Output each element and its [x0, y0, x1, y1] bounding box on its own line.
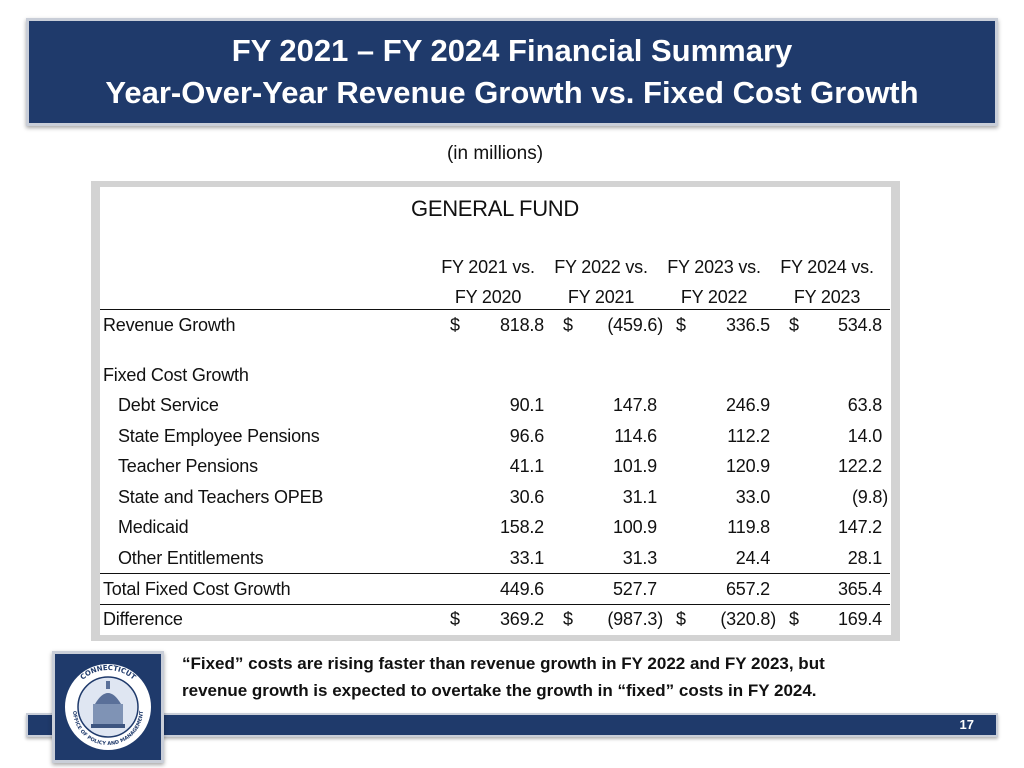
fixed-cost-item-row: Teacher Pensions 41.1 101.9 120.9 122.2 [100, 452, 890, 483]
row-label: Difference [103, 609, 183, 629]
currency-symbol: $ [789, 315, 799, 335]
fixed-cost-heading: Fixed Cost Growth [103, 365, 249, 385]
value-cell: 100.9 [612, 517, 657, 538]
financial-table: GENERAL FUND FY 2021 vs. FY 2020 FY 2022 v… [100, 187, 891, 635]
row-label: Total Fixed Cost Growth [103, 579, 291, 599]
value-cell: 114.6 [614, 425, 657, 446]
column-header-line1: FY 2023 vs. [667, 257, 761, 277]
value-cell: 31.1 [622, 486, 657, 507]
title-banner: FY 2021 – FY 2024 Financial Summary Year… [26, 18, 998, 126]
value-cell: 33.1 [509, 548, 544, 568]
row-label: State and Teachers OPEB [118, 486, 324, 507]
value-cell: 122.2 [837, 456, 882, 477]
page-number: 17 [959, 717, 974, 732]
value-cell: 90.1 [509, 395, 544, 415]
fixed-cost-item-row: State Employee Pensions 96.6 114.6 112.2 14.… [100, 422, 890, 453]
value-cell: 818.8 [499, 315, 544, 335]
value-cell: 147.8 [612, 395, 657, 415]
value-cell: 96.6 [509, 425, 544, 446]
revenue-growth-row: Revenue Growth 818.8 $ (459.6) $336.5 $534.8 $ [100, 311, 890, 342]
value-cell: 169.4 [837, 609, 882, 629]
value-cell: 119.8 [727, 517, 770, 538]
total-fixed-cost-row: Total Fixed Cost Growth 449.6 527.7 657.2 36… [100, 575, 890, 606]
footer-note-line1: “Fixed” costs are rising faster than rev… [182, 654, 825, 673]
currency-symbol: $ [450, 609, 460, 629]
value-cell: 30.6 [509, 486, 544, 507]
value-cell: (459.6) [607, 315, 663, 335]
currency-symbol: $ [450, 315, 460, 335]
currency-symbol: $ [789, 609, 799, 629]
difference-rule [100, 604, 890, 605]
value-cell: 24.4 [735, 548, 770, 568]
value-cell: 657.2 [725, 579, 770, 599]
column-header-line1: FY 2024 vs. [780, 257, 874, 277]
row-label: Other Entitlements [118, 548, 264, 568]
column-header-line1: FY 2021 vs. [441, 257, 535, 277]
value-cell: 158.2 [499, 517, 544, 538]
value-cell: 14.0 [847, 425, 882, 446]
value-cell: 449.6 [499, 579, 544, 599]
row-label: Medicaid [118, 517, 189, 538]
page-title: FY 2021 – FY 2024 Financial Summary [231, 33, 793, 68]
ct-opm-seal-icon: CONNECTICUT OFFICE OF POLICY AND MANAGEM… [63, 662, 153, 752]
value-cell: 369.2 [499, 609, 544, 629]
currency-symbol: $ [676, 609, 686, 629]
total-rule [100, 573, 890, 574]
value-cell: 365.4 [837, 579, 882, 599]
value-cell: 336.5 [725, 315, 770, 335]
row-label: Teacher Pensions [118, 456, 258, 477]
footer-note-line2: revenue growth is expected to overtake t… [182, 681, 817, 700]
value-cell: 112.2 [727, 425, 770, 446]
value-cell: 63.8 [847, 395, 882, 415]
seal-box: CONNECTICUT OFFICE OF POLICY AND MANAGEM… [52, 651, 164, 763]
table-frame: GENERAL FUND FY 2021 vs. FY 2020 FY 2022 v… [91, 181, 900, 641]
difference-row: Difference 369.2 $ (987.3) $ (320.8) $169.4 $ [100, 605, 890, 636]
fixed-cost-heading-row: Fixed Cost Growth [100, 361, 890, 392]
value-cell: 101.9 [612, 456, 657, 477]
fund-title: GENERAL FUND [411, 196, 579, 221]
footer-note: “Fixed” costs are rising faster than rev… [182, 650, 942, 704]
footer-bar: 17 [26, 713, 998, 737]
value-cell: (320.8) [720, 609, 776, 629]
fixed-cost-item-row: Other Entitlements 33.1 31.3 24.4 28.1 [100, 544, 890, 575]
column-header-line2: FY 2023 [793, 287, 861, 307]
value-cell: 147.2 [837, 517, 882, 538]
fixed-cost-item-row: State and Teachers OPEB 30.6 31.1 33.0 (9.8) [100, 483, 890, 514]
row-label: Revenue Growth [103, 315, 236, 335]
value-cell: 41.1 [509, 456, 544, 477]
page-subtitle: Year-Over-Year Revenue Growth vs. Fixed … [105, 75, 919, 110]
column-header-line2: FY 2022 [680, 287, 748, 307]
currency-symbol: $ [563, 609, 573, 629]
value-cell: (9.8) [851, 486, 888, 507]
column-header-line2: FY 2020 [454, 287, 522, 307]
value-cell: 33.0 [735, 486, 770, 507]
value-cell: 120.9 [725, 456, 770, 477]
row-label: State Employee Pensions [118, 425, 320, 446]
units-note: (in millions) [446, 143, 544, 164]
value-cell: (987.3) [607, 609, 663, 629]
value-cell: 246.9 [725, 395, 770, 415]
currency-symbol: $ [563, 315, 573, 335]
value-cell: 28.1 [847, 548, 882, 568]
column-header-line2: FY 2021 [567, 287, 635, 307]
value-cell: 527.7 [612, 579, 657, 599]
value-cell: 31.3 [622, 548, 657, 568]
fixed-cost-item-row: Debt Service 90.1 147.8 246.9 63.8 [100, 391, 890, 422]
fixed-cost-item-row: Medicaid 158.2 100.9 119.8 147.2 [100, 513, 890, 544]
value-cell: 534.8 [837, 315, 882, 335]
currency-symbol: $ [676, 315, 686, 335]
column-header-line1: FY 2022 vs. [554, 257, 648, 277]
header-rule [100, 309, 890, 310]
row-label: Debt Service [118, 395, 219, 415]
